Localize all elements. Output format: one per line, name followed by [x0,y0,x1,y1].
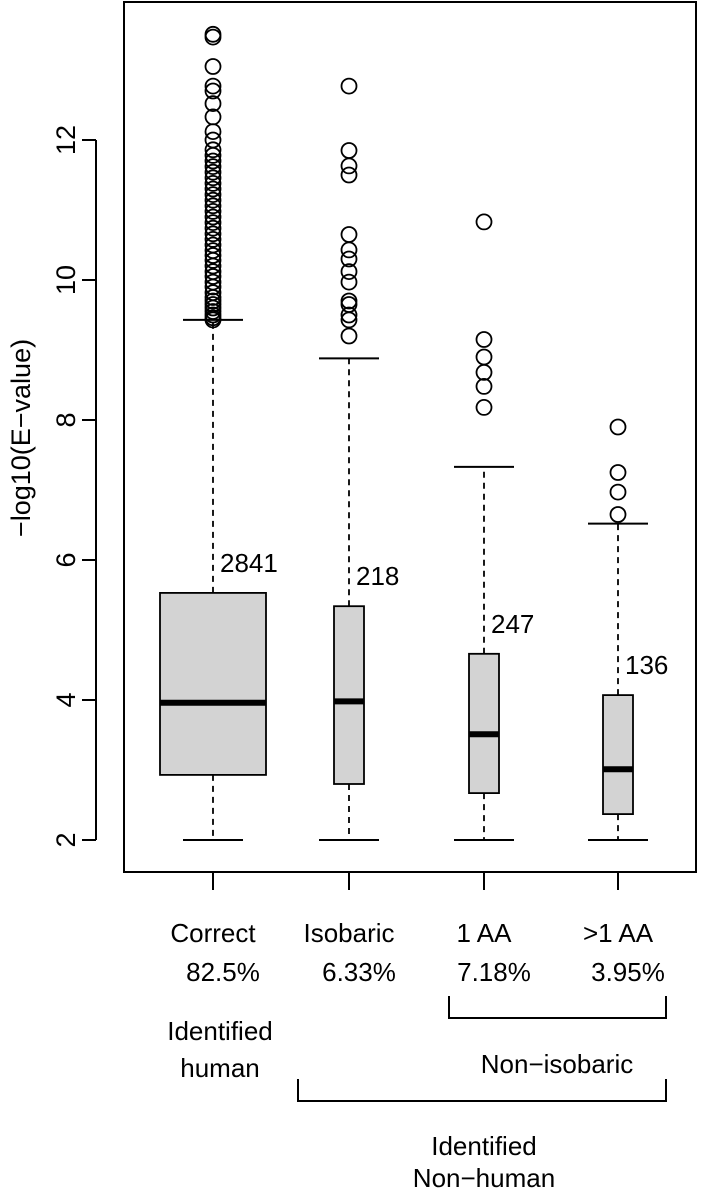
outlier-point [204,131,222,149]
box-3: 136 [588,418,668,841]
outlier-point [204,180,222,198]
group-label-line: Identified [167,1016,273,1046]
outlier-point [475,377,493,395]
outlier-point [609,418,627,436]
outlier-point [340,306,358,324]
outlier-point [204,242,222,260]
outlier-point [340,263,358,281]
y-tick-label: 10 [51,265,81,295]
y-axis-ticks: 2 4 6 8 10 12 [51,125,96,848]
outlier-point [204,236,222,254]
outlier-point [340,241,358,259]
outlier-point [340,166,358,184]
outlier-point [609,464,627,481]
outlier-point [204,284,222,302]
outlier-point [475,363,493,381]
outlier-point [204,152,222,170]
category-percent: 3.95% [591,957,665,987]
outlier-point [204,208,222,226]
outlier-point [609,483,627,501]
category-percent: 7.18% [457,957,531,987]
outlier-point [475,331,493,348]
outlier-point [340,142,358,159]
outlier-point [204,174,222,192]
outlier-point [204,273,222,291]
outlier-point [204,197,222,215]
count-label: 218 [356,561,399,591]
outlier-point [204,191,222,209]
group-label-line: Non−human [413,1163,555,1191]
outlier-point [204,163,222,181]
category-label: >1 AA [583,918,654,948]
outlier-point [340,292,358,310]
outlier-point [204,58,222,75]
outlier-point [340,250,358,268]
box-2: 247 [454,213,534,841]
outlier-point [340,273,358,291]
outlier-point [204,158,222,176]
group-bracket [448,996,667,1019]
iqr-box [602,694,634,815]
y-tick-label: 8 [51,412,81,427]
group-bracket [297,1079,667,1102]
outlier-point [475,398,493,416]
x-axis-category-labels: Correct 82.5% Isobaric 6.33% 1 AA 7.18% >1 AA 3… [170,872,665,987]
y-tick-label: 6 [51,552,81,567]
outlier-point [204,82,222,100]
count-label: 247 [491,609,534,639]
outlier-point [204,25,222,43]
outlier-point [204,169,222,187]
group-label-line: human [180,1053,260,1083]
box-1: 218 [319,77,399,841]
box-0: 2841 [159,25,278,841]
outlier-point [204,263,222,281]
outlier-point [475,213,493,231]
outlier-point [204,268,222,285]
outlier-point [204,186,222,204]
category-label: Correct [170,918,256,948]
outlier-point [340,296,358,313]
outlier-point [204,95,222,112]
iqr-box [468,652,500,794]
outlier-point [340,77,358,95]
category-percent: 82.5% [186,957,260,987]
outlier-point [340,226,358,243]
category-percent: 6.33% [322,957,396,987]
outlier-point [204,77,222,95]
outlier-point [204,214,222,232]
y-axis-title: −log10(E−value) [6,339,36,537]
group-label-line: Non−isobaric [481,1049,633,1079]
box-series: 2841 218 247 136 [159,25,668,841]
group-label-line: Identified [431,1131,537,1161]
group-0: Identified human [167,1016,273,1083]
outlier-point [204,247,222,264]
outlier-point [340,327,358,345]
outlier-point [204,219,222,237]
y-tick-label: 12 [51,125,81,155]
outlier-point [204,202,222,220]
count-label: 136 [625,650,668,680]
iqr-box [333,605,365,785]
group-1: Non−isobaric [448,996,667,1079]
outlier-point [204,225,222,243]
outlier-point [609,506,627,523]
outlier-point [204,141,222,159]
category-label: 1 AA [457,918,513,948]
iqr-box [159,592,267,776]
outlier-point [204,230,222,248]
count-label: 2841 [220,548,278,578]
outlier-point [475,348,493,366]
plot-frame [123,1,697,873]
outlier-point [204,108,222,126]
y-tick-label: 4 [51,692,81,707]
category-label: Isobaric [303,918,394,948]
y-tick-label: 2 [51,832,81,847]
outlier-point [340,157,358,175]
